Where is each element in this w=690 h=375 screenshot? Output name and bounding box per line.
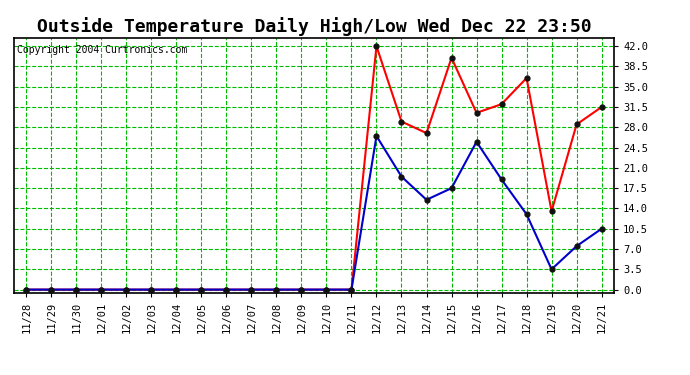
- Text: Copyright 2004 Curtronics.com: Copyright 2004 Curtronics.com: [17, 45, 187, 55]
- Title: Outside Temperature Daily High/Low Wed Dec 22 23:50: Outside Temperature Daily High/Low Wed D…: [37, 17, 591, 36]
